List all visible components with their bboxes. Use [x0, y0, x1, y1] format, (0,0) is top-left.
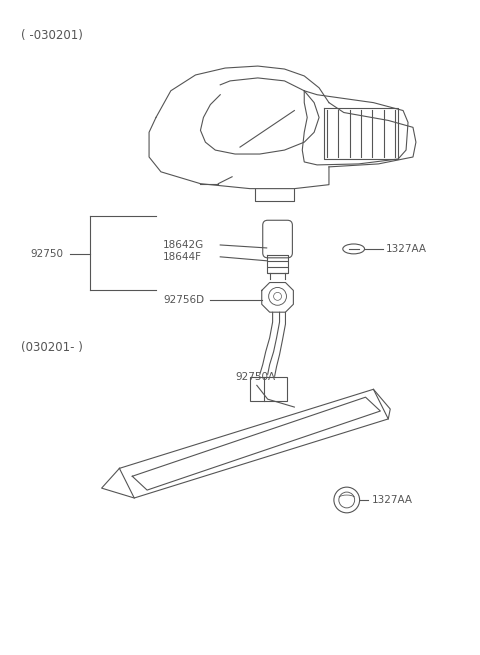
Text: 18644F: 18644F [163, 252, 202, 262]
Text: ( -030201): ( -030201) [21, 29, 83, 42]
Text: (030201- ): (030201- ) [21, 341, 83, 354]
Text: 1327AA: 1327AA [386, 244, 427, 254]
Text: 92756D: 92756D [163, 295, 204, 305]
Text: 1327AA: 1327AA [372, 495, 412, 505]
Text: 18642G: 18642G [163, 240, 204, 250]
Text: 92750A: 92750A [235, 373, 275, 383]
Text: 92750: 92750 [30, 249, 63, 259]
Bar [250, 377, 288, 401]
